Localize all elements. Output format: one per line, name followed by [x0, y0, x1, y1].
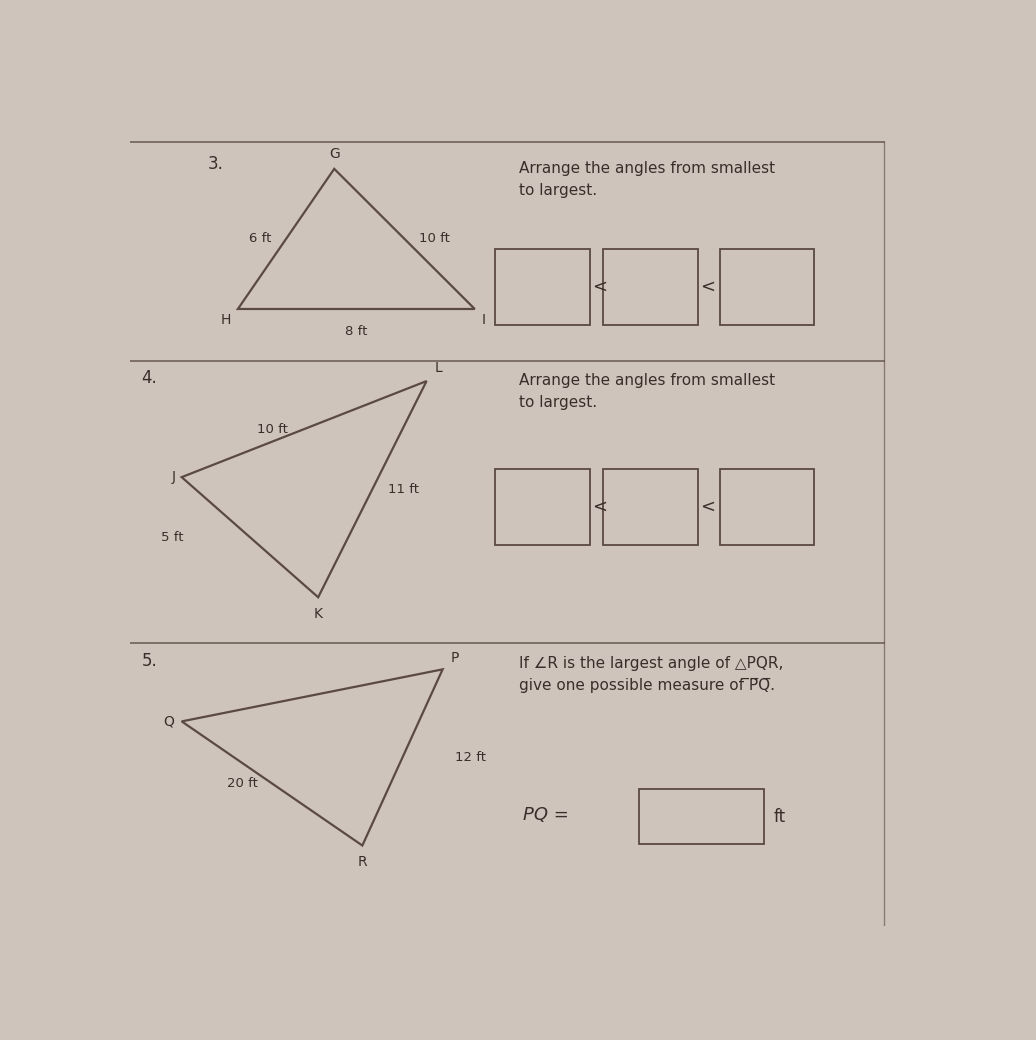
Text: 4.: 4.	[142, 369, 157, 387]
Text: R: R	[357, 855, 367, 869]
Text: 8 ft: 8 ft	[345, 324, 368, 338]
Bar	[495, 469, 589, 545]
Text: K: K	[314, 607, 322, 621]
Text: PQ =: PQ =	[523, 806, 569, 824]
Bar	[603, 249, 698, 324]
Text: 20 ft: 20 ft	[227, 777, 258, 790]
Text: G: G	[328, 147, 340, 161]
Bar	[495, 249, 589, 324]
Text: 5.: 5.	[142, 652, 157, 670]
Text: J: J	[171, 470, 175, 485]
Text: 11 ft: 11 ft	[388, 483, 420, 496]
Text: Arrange the angles from smallest
to largest.: Arrange the angles from smallest to larg…	[519, 373, 775, 410]
Text: 10 ft: 10 ft	[419, 232, 450, 245]
Text: <: <	[700, 278, 715, 296]
Text: 5 ft: 5 ft	[161, 530, 183, 544]
Text: <: <	[592, 498, 607, 516]
Text: If ∠R is the largest angle of △PQR,
give one possible measure of ̅P̅Q̅.: If ∠R is the largest angle of △PQR, give…	[519, 656, 783, 693]
Text: P: P	[451, 651, 459, 666]
Text: 10 ft: 10 ft	[257, 422, 288, 436]
Bar	[720, 469, 814, 545]
Bar	[639, 789, 764, 843]
Text: I: I	[481, 313, 485, 327]
Text: Arrange the angles from smallest
to largest.: Arrange the angles from smallest to larg…	[519, 161, 775, 198]
Text: Q: Q	[163, 714, 174, 728]
Text: H: H	[221, 313, 231, 327]
Bar	[603, 469, 698, 545]
Text: 6 ft: 6 ft	[250, 232, 271, 245]
Text: <: <	[592, 278, 607, 296]
Text: ft: ft	[774, 808, 785, 826]
Bar	[720, 249, 814, 324]
Text: L: L	[435, 361, 442, 374]
Text: 3.: 3.	[208, 155, 224, 174]
Text: <: <	[700, 498, 715, 516]
Text: 12 ft: 12 ft	[455, 751, 486, 764]
